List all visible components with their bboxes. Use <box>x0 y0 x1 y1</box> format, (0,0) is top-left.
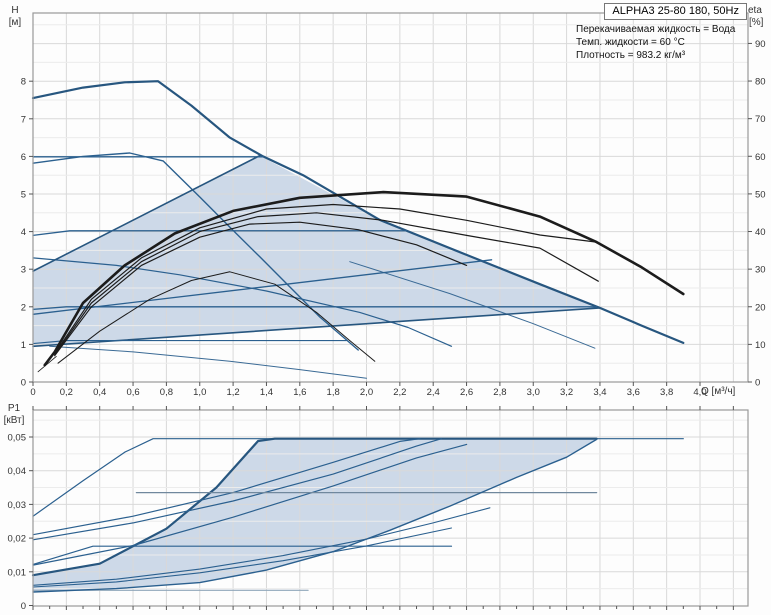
x-tick-label: 2,8 <box>493 387 506 398</box>
p-tick-label: 0 <box>21 601 26 612</box>
prop-pressure-3 <box>32 154 261 272</box>
x-tick-label: 0,2 <box>60 387 73 398</box>
eta-tick-label: 60 <box>755 152 766 163</box>
h-tick-label: 2 <box>21 302 26 313</box>
min-curve <box>49 345 367 379</box>
x-tick-label: 4,0 <box>693 387 706 398</box>
x-tick-label: 1,6 <box>293 387 306 398</box>
p-tick-label: 0,02 <box>8 534 27 545</box>
x-tick-label: 3,8 <box>660 387 673 398</box>
x-tick-label: 2,0 <box>360 387 373 398</box>
p1-speed-II <box>32 545 453 566</box>
operating-envelope <box>33 155 600 347</box>
p1-envelope-top <box>31 437 598 577</box>
eta-tail <box>37 355 57 373</box>
eta-axis-symbol: eta <box>748 5 762 16</box>
fluid-info-block: Перекачиваемая жидкость = Вода Темп. жид… <box>576 23 735 62</box>
eta-curve-3 <box>54 212 599 356</box>
prop-pressure-2 <box>32 259 493 315</box>
p1-speed-I-b <box>32 527 453 588</box>
eta-tick-label: 40 <box>755 227 766 238</box>
eta-tick-label: 90 <box>755 39 766 50</box>
x-tick-label: 1,4 <box>260 387 273 398</box>
p1-cp6 <box>32 438 421 536</box>
h-tick-label: 8 <box>21 77 26 88</box>
x-tick-label: 0 <box>30 387 35 398</box>
x-tick-label: 1,8 <box>327 387 340 398</box>
eta-tick-label: 10 <box>755 340 766 351</box>
h-tick-label: 3 <box>21 265 26 276</box>
p-tick-label: 0,05 <box>8 433 27 444</box>
h-tick-label: 0 <box>21 378 26 389</box>
h-tick-label: 5 <box>21 190 26 201</box>
eta-curve-2 <box>54 203 598 355</box>
eta-curve-4 <box>54 221 468 357</box>
p1-cp2 <box>32 443 468 566</box>
p-tick-label: 0,03 <box>8 500 27 511</box>
const-pressure-2m <box>32 306 598 311</box>
p1-speed-I-a <box>32 507 491 586</box>
hq-plot-border <box>32 12 749 383</box>
x-tick-label: 3,4 <box>593 387 606 398</box>
info-line-density: Плотность = 983.2 кг/м³ <box>576 50 686 61</box>
q-axis-label: Q [м³/ч] <box>701 386 736 397</box>
max-curve-speed-III <box>31 80 685 344</box>
eta-curve-low <box>57 271 376 364</box>
x-tick-label: 2,4 <box>427 387 440 398</box>
eta-tick-label: 70 <box>755 114 766 125</box>
eta-tick-label: 50 <box>755 189 766 200</box>
curve-aux <box>349 261 596 349</box>
eta-tick-label: 80 <box>755 77 766 88</box>
power-plot-border <box>32 409 749 607</box>
h-axis-symbol: H <box>11 5 19 16</box>
x-tick-label: 2,6 <box>460 387 473 398</box>
h-tick-label: 1 <box>21 340 26 351</box>
p1-envelope-bottom <box>32 438 598 593</box>
x-tick-label: 1,2 <box>226 387 239 398</box>
eta-tick-label: 0 <box>755 378 760 389</box>
curve-speed-II <box>32 152 359 351</box>
x-tick-label: 0,6 <box>126 387 139 398</box>
x-tick-label: 0,4 <box>93 387 106 398</box>
eta-tick-label: 20 <box>755 302 766 313</box>
pump-model-title: ALPHA3 25-80 180, 50Hz <box>604 3 747 20</box>
p-tick-label: 0,01 <box>8 567 27 578</box>
x-tick-label: 3,0 <box>527 387 540 398</box>
x-tick-label: 0,8 <box>160 387 173 398</box>
p-tick-label: 0,04 <box>8 466 27 477</box>
x-tick-label: 3,6 <box>627 387 640 398</box>
eta-tick-label: 30 <box>755 265 766 276</box>
x-tick-label: 2,2 <box>393 387 406 398</box>
h-tick-label: 4 <box>21 227 26 238</box>
info-line-fluid: Перекачиваемая жидкость = Вода <box>576 24 736 35</box>
h-axis-unit: [м] <box>8 17 22 28</box>
p1-cp4 <box>32 438 443 541</box>
curve-speed-I <box>32 257 453 347</box>
prop-pressure-1 <box>32 307 601 348</box>
x-tick-label: 3,2 <box>560 387 573 398</box>
info-line-temperature: Темп. жидкости = 60 °C <box>576 37 685 48</box>
p1-axis-symbol: P1 <box>7 403 21 414</box>
eta-axis-unit: [%] <box>749 17 764 28</box>
h-tick-label: 6 <box>21 152 26 163</box>
x-tick-label: 1,0 <box>193 387 206 398</box>
power-envelope <box>33 438 597 592</box>
const-pressure-4m <box>32 230 408 237</box>
p1-axis-unit: [кВт] <box>3 415 25 426</box>
h-tick-label: 7 <box>21 114 26 125</box>
